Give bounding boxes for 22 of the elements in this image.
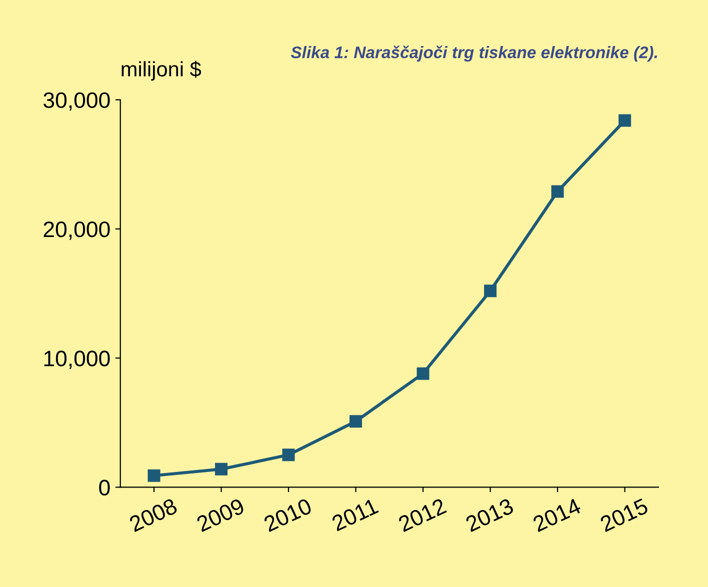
point — [551, 185, 564, 198]
x-tick-label: 2008 — [128, 498, 178, 532]
x-tick-label: 2009 — [196, 498, 246, 532]
y-tick-label: 20,000 — [44, 221, 110, 240]
point — [215, 462, 228, 476]
y-axis-title: milijoni $ — [122, 60, 202, 81]
x-tick-label: 2010 — [262, 498, 313, 532]
x-tick-label: 2013 — [464, 498, 514, 532]
point — [350, 415, 362, 428]
x-tick-label: 2014 — [532, 498, 582, 532]
y-tick-label: 0 — [99, 480, 110, 496]
chart-title: Slika 1: Naraščajoči trg tiskane elektronike (2). — [290, 46, 658, 62]
point — [282, 448, 295, 462]
point — [484, 284, 497, 298]
point — [416, 367, 430, 380]
x-tick-label: 2015 — [599, 498, 649, 532]
x-tick-label: 2011 — [330, 498, 379, 532]
point — [148, 469, 160, 482]
y-tick-label: 10,000 — [44, 350, 110, 369]
y-tick-label: 30,000 — [44, 92, 110, 111]
point — [618, 114, 632, 127]
x-tick-label: 2012 — [398, 498, 447, 532]
